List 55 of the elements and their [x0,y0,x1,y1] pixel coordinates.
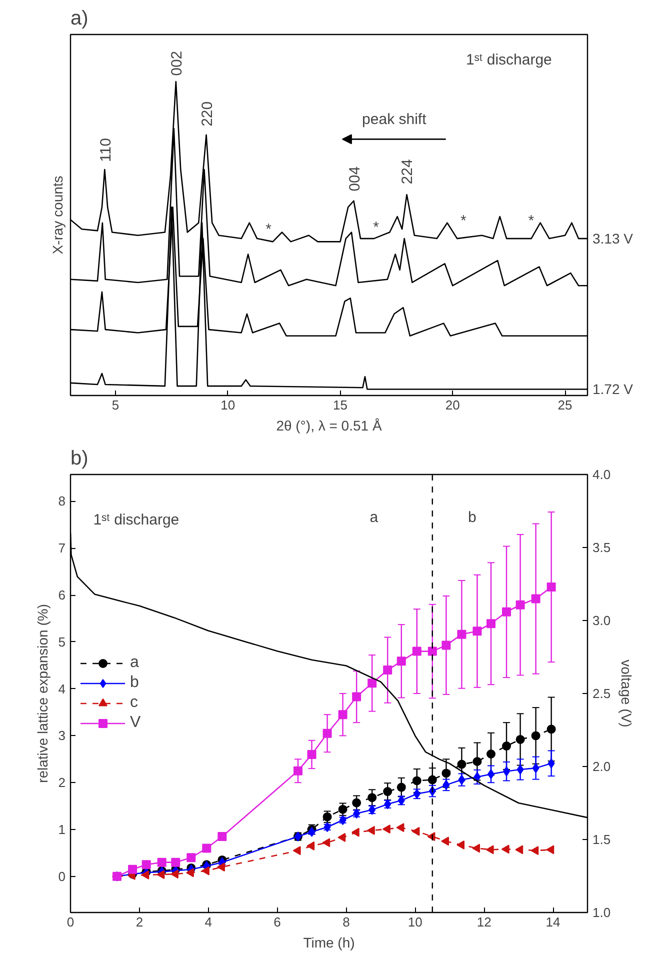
annotation: b [468,508,476,526]
x-axis-title: 2θ (°), λ = 0.51 Å [276,418,382,434]
text: 002 [168,50,186,76]
y-axis-title: X-ray counts [50,176,66,254]
x-tick-label: 12 [476,914,492,930]
annotation: 110 [98,138,115,162]
x-tick-label: 10 [220,398,236,412]
chart-title: a) [70,8,88,30]
y-tick-label: 2 [58,775,66,790]
chart-title: b) [70,448,88,470]
annotation: * [528,212,534,230]
y-axis-title: relative lattice expansion (%) [34,604,50,783]
series-label: 3.13 V [592,230,634,247]
y-tick-label: 1 [58,822,66,837]
legend-label: b [130,674,140,692]
x-tick-label: 8 [342,914,350,930]
x-tick-label: 10 [408,914,422,930]
y-tick-label: 3 [58,728,66,744]
x-axis-title: Time (h) [303,934,355,950]
y-tick-label: 4 [58,681,66,696]
x-tick-label: 6 [274,914,281,930]
annotation: * [266,220,272,238]
annotation: peak shift [362,110,428,128]
y2-tick-label: 3.0 [592,613,611,628]
legend-label: V [130,714,142,732]
annotation: 004 [346,166,364,192]
y-tick-label: 8 [58,494,66,509]
annotation: a [370,508,379,526]
y2-tick-label: 2.0 [592,759,611,774]
y-tick-label: 6 [58,588,66,603]
annotation: 224 [399,159,416,184]
text: 1ˢᵗ discharge [466,51,552,68]
x-tick-label: 4 [204,914,212,930]
legend-label: 1.72 V [592,381,634,398]
y2-tick-label: 3.5 [592,540,611,555]
legend-label: c [130,694,139,712]
y2-axis-title: voltage (V) [618,660,635,728]
x-tick-label: 2 [136,914,144,930]
y-tick-label: 7 [58,540,66,556]
annotation: * [373,219,380,236]
y-tick-label: 0 [58,868,66,884]
y-tick-label: 5 [58,634,66,650]
x-tick-label: 20 [445,398,460,412]
y2-tick-label: 1.5 [592,832,611,847]
x-tick-label: 25 [558,398,572,412]
x-tick-label: 5 [112,398,120,412]
annotation: 1ˢᵗ discharge [93,512,180,529]
x-tick-label: 15 [333,398,348,412]
y2-tick-label: 1.0 [592,905,611,920]
x-tick-label: 14 [546,914,560,930]
annotation: 220 [198,101,216,126]
annotation: * [460,212,466,230]
y2-tick-label: 4.0 [592,467,611,482]
legend-label: a [130,654,140,672]
y2-tick-label: 2.5 [592,686,611,701]
